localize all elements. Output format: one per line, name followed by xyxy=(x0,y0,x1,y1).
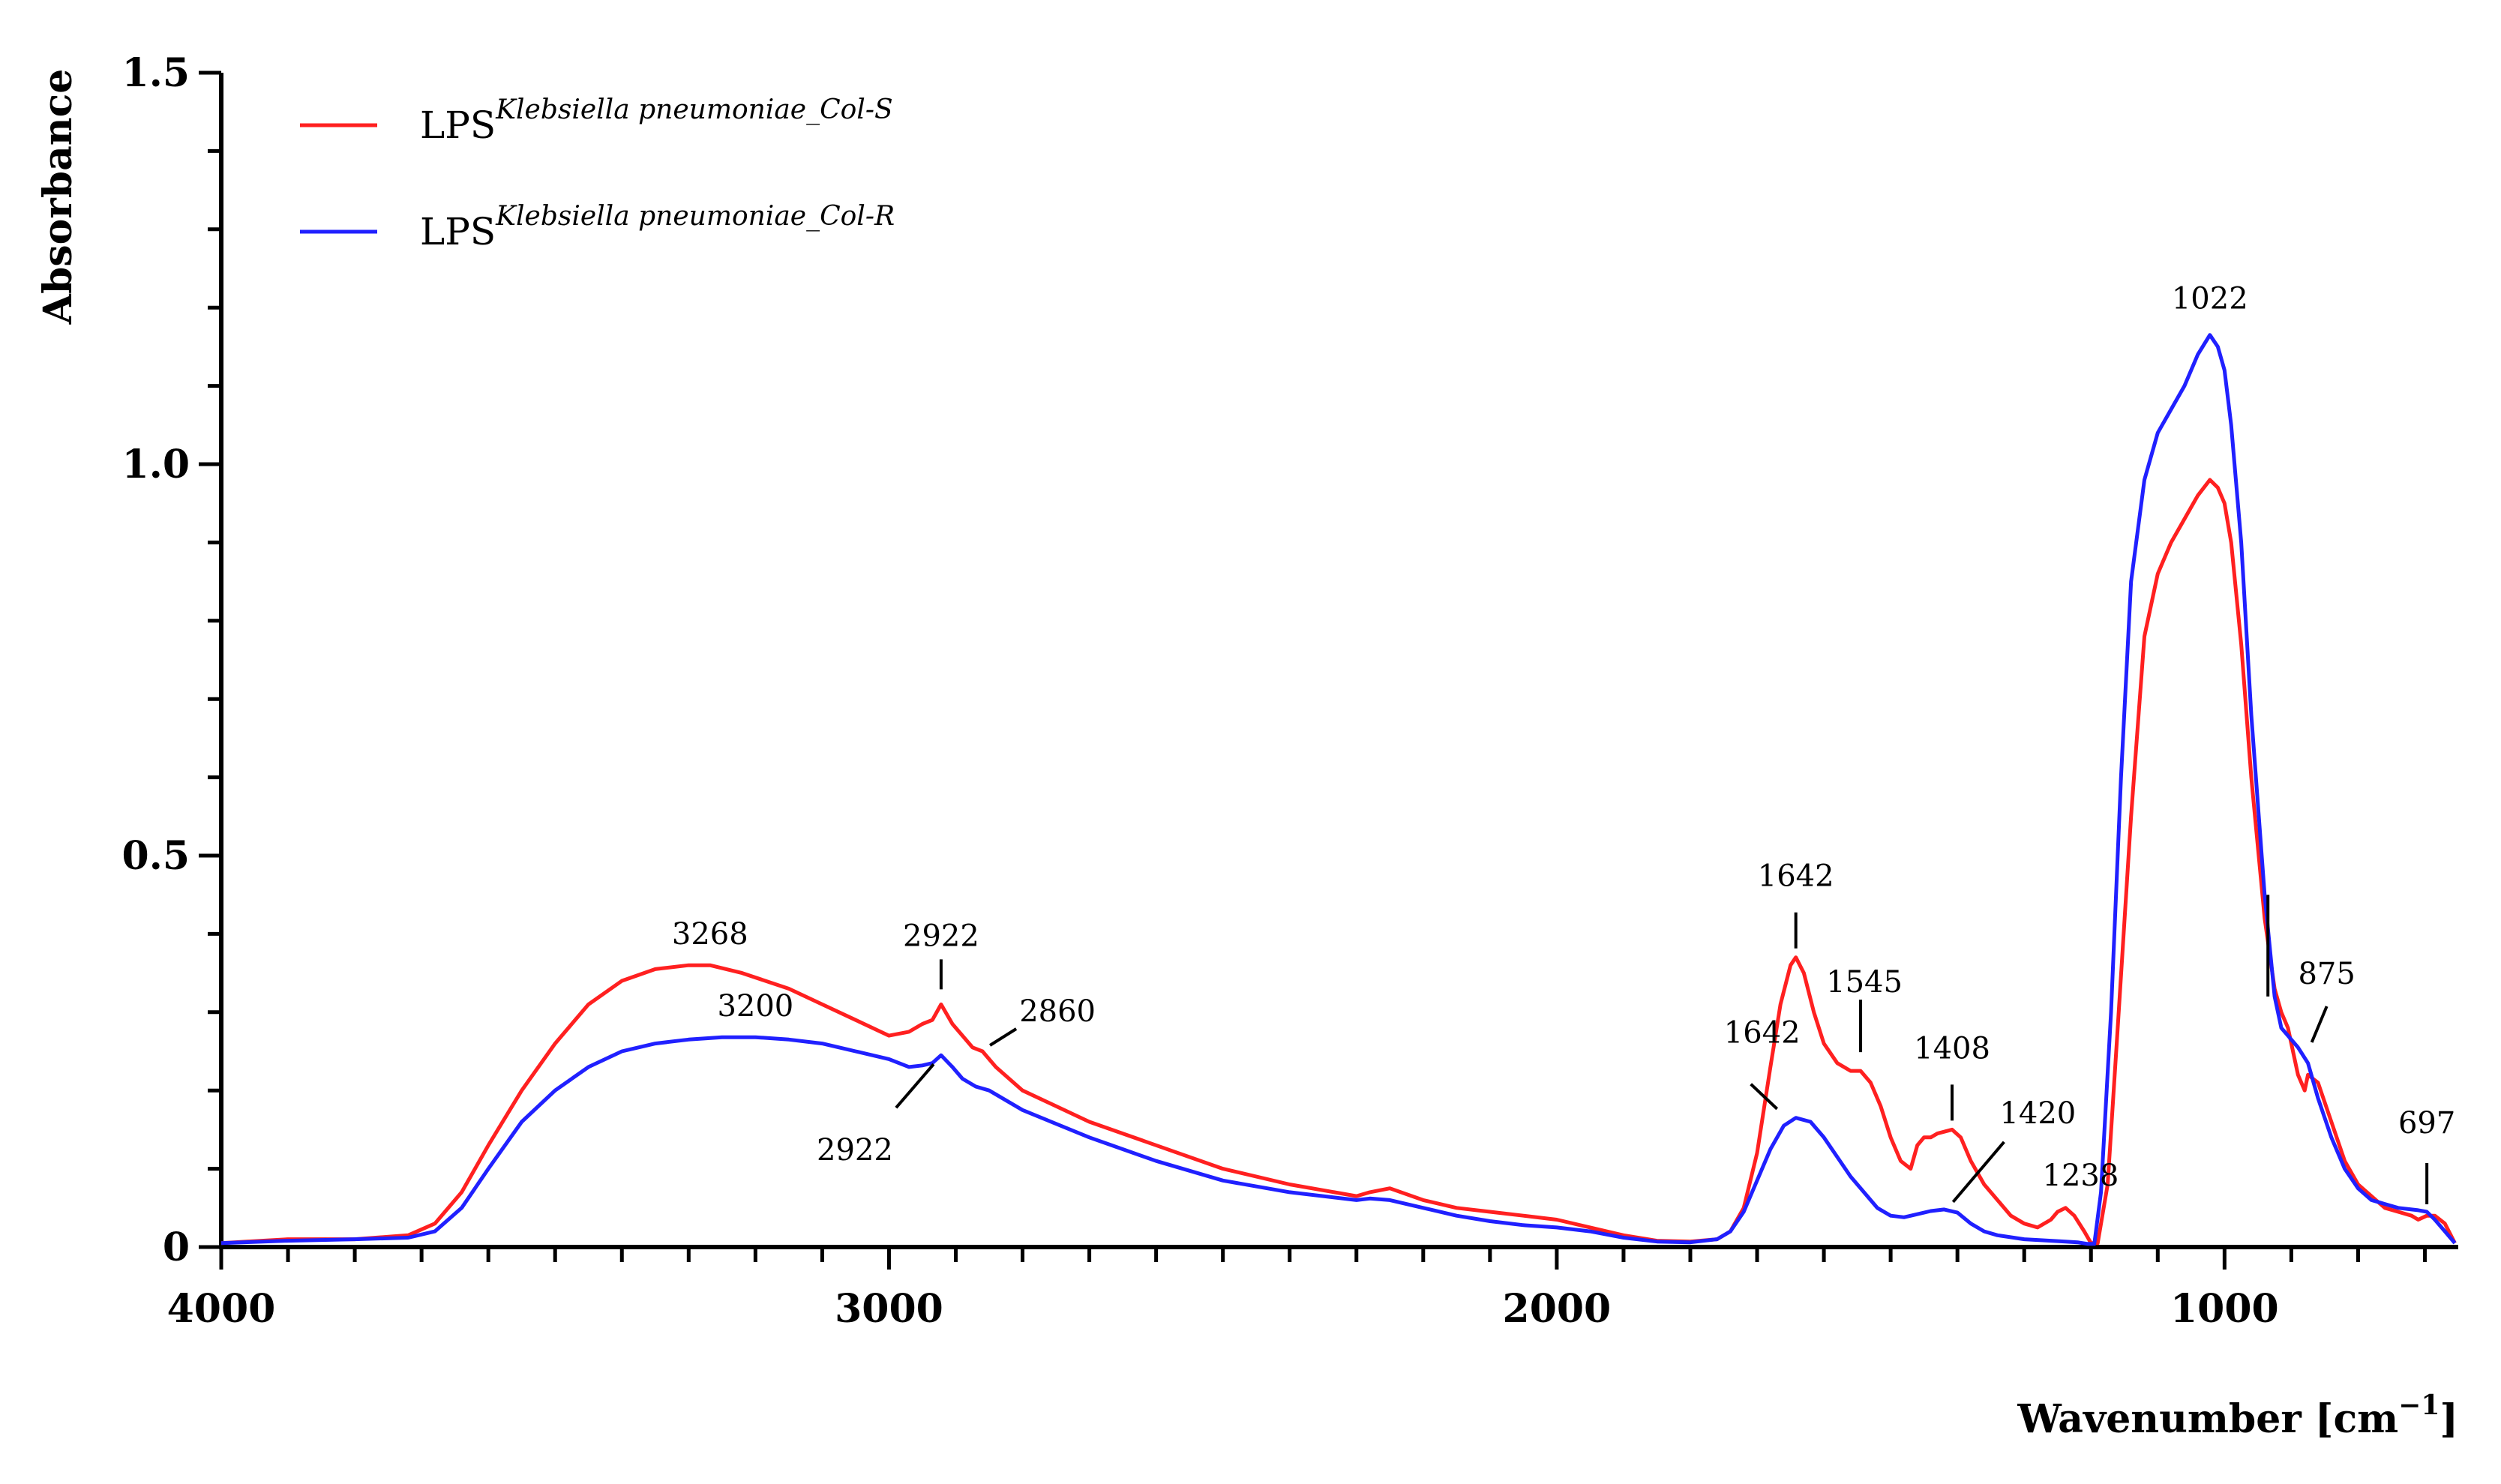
peak-leader-line xyxy=(1951,1141,2005,1204)
peak-label: 2922 xyxy=(903,919,979,953)
x-axis-title: Wavenumber [cm−1] xyxy=(2017,1390,2458,1442)
legend: LPSKlebsiella pneumoniae_Col-SLPSKlebsie… xyxy=(300,94,895,253)
y-tick-label: 1.5 xyxy=(122,50,190,96)
x-axis-title-close: ] xyxy=(2440,1396,2458,1442)
peak-label: 1408 xyxy=(1914,1031,1990,1066)
axes-layer: 0 0.5 1.0 1.5 4000 3000 2000 1000 xyxy=(122,50,2458,1332)
peak-leader-line xyxy=(1750,1083,1779,1111)
x-axis-title-text: Wavenumber [cm xyxy=(2017,1396,2398,1442)
peak-leader-line xyxy=(989,1027,1018,1047)
peak-label: 2922 xyxy=(817,1133,893,1168)
series-layer xyxy=(220,333,2457,1246)
legend-label-col-s: LPSKlebsiella pneumoniae_Col-S xyxy=(420,94,893,147)
peak-label: 875 xyxy=(2298,957,2355,991)
legend-label-superscript: Klebsiella pneumoniae_Col-R xyxy=(495,201,895,232)
x-tick-label: 4000 xyxy=(167,1286,276,1332)
y-tick-label: 1.0 xyxy=(122,442,190,487)
y-tick-label: 0.5 xyxy=(122,833,190,879)
legend-label-superscript: Klebsiella pneumoniae_Col-S xyxy=(495,94,893,125)
peak-label: 1238 xyxy=(2043,1159,2119,1193)
peak-label: 3200 xyxy=(717,989,793,1024)
x-axis-title-sup: −1 xyxy=(2398,1390,2440,1421)
x-tick-label: 3000 xyxy=(835,1286,943,1332)
legend-label-col-r: LPSKlebsiella pneumoniae_Col-R xyxy=(420,201,895,253)
peak-label: 1420 xyxy=(1999,1096,2076,1131)
peak-label: 2860 xyxy=(1019,994,1096,1029)
peak-leader-line xyxy=(2310,1006,2329,1043)
peak-leader-line xyxy=(895,1063,935,1109)
peak-label: 1022 xyxy=(2172,282,2248,316)
y-tick-label: 0 xyxy=(163,1225,190,1270)
legend-label-prefix: LPS xyxy=(420,103,496,147)
peak-label: 697 xyxy=(2398,1106,2455,1141)
peak-label: 3268 xyxy=(672,917,748,952)
x-tick-label: 1000 xyxy=(2170,1286,2279,1332)
y-axis-title: Absorbance xyxy=(35,69,81,325)
series-col-s-line xyxy=(220,478,2457,1246)
series-col-r-line xyxy=(220,333,2457,1246)
peak-label: 1642 xyxy=(1724,1016,1801,1051)
peak-label: 1545 xyxy=(1826,965,1903,1000)
annotation-layer: 3268 2922 2860 3200 2922 1642 1545 1408 1238 1642… xyxy=(672,282,2455,1205)
legend-label-prefix: LPS xyxy=(420,210,496,253)
x-tick-label: 2000 xyxy=(1503,1286,1612,1332)
peak-label: 1642 xyxy=(1758,859,1834,894)
